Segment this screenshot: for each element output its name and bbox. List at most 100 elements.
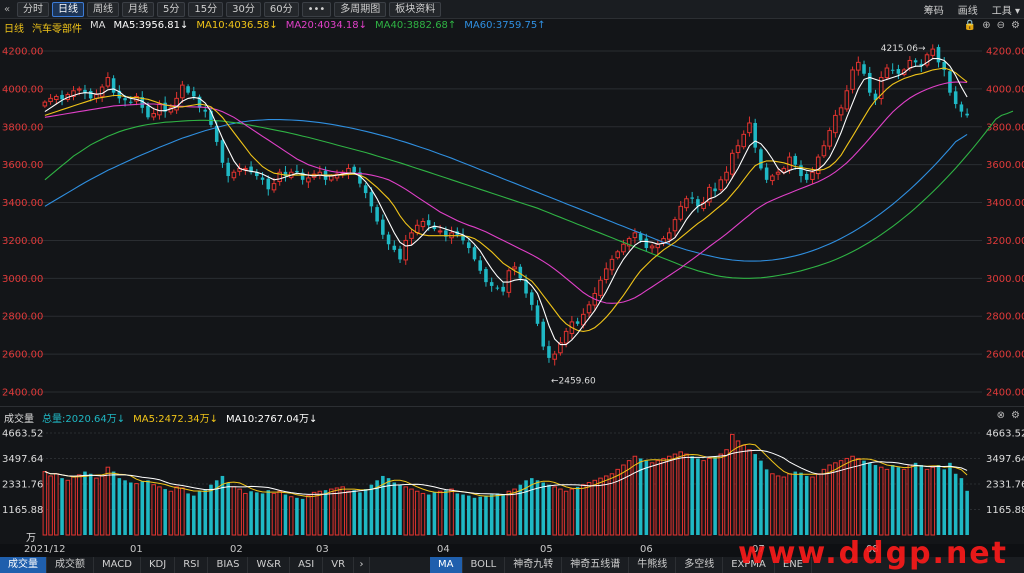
price-tick-left: 2400.00 <box>2 388 43 399</box>
period-monthly-button[interactable]: 月线 <box>122 1 154 17</box>
chevron-right-icon[interactable]: › <box>354 557 371 573</box>
zoom-in-icon[interactable]: ⊕ <box>982 20 991 31</box>
candle-body-down <box>197 96 202 108</box>
price-tick-right: 2600.00 <box>986 350 1024 361</box>
settings-icon[interactable]: ⚙ <box>1011 410 1020 421</box>
volume-bar-down <box>363 489 368 535</box>
volume-bar-up <box>288 496 294 536</box>
period-daily-button[interactable]: 日线 <box>52 1 84 17</box>
volume-chart[interactable]: 4663.52 4663.52 3497.64 3497.64 2331.76 2331.… <box>0 407 1024 545</box>
volume-bar-down <box>690 456 694 535</box>
period-60min-button[interactable]: 60分 <box>263 1 299 17</box>
candle-body-down <box>764 167 769 180</box>
volume-bar-up <box>850 455 855 536</box>
candle-body-up <box>924 54 930 66</box>
volume-bar-up <box>76 474 82 536</box>
volume-bar-down <box>764 469 769 535</box>
lock-icon[interactable]: 🔒 <box>963 20 977 31</box>
candle-body-down <box>83 89 87 93</box>
draw-line-button[interactable]: 画线 <box>957 6 978 17</box>
candle-body-up <box>563 330 569 344</box>
volume-bar-down <box>426 494 431 535</box>
volume-bar-up <box>924 468 930 536</box>
candle-body-up <box>781 167 787 173</box>
tab-magic-nine[interactable]: 神奇九转 <box>505 557 563 573</box>
settings-icon[interactable]: ⚙ <box>1011 20 1020 31</box>
volume-bar-up <box>810 476 815 536</box>
volume-bar-down <box>478 496 482 535</box>
tab-long-short[interactable]: 多空线 <box>676 557 724 573</box>
tab-wr[interactable]: W&R <box>248 557 291 573</box>
period-label: 日线 <box>4 24 24 35</box>
candle-body-down <box>249 166 253 173</box>
volume-bar-down <box>547 484 551 535</box>
zoom-out-icon[interactable]: ⊖ <box>996 20 1006 31</box>
volume-bar-down <box>953 473 958 535</box>
period-intraday-button[interactable]: 分时 <box>17 1 49 17</box>
candle-body-up <box>329 175 334 181</box>
candle-body-down <box>226 162 230 177</box>
volume-bar-down <box>392 482 397 535</box>
candle-body-down <box>266 178 271 190</box>
volume-bar-up <box>231 486 237 536</box>
back-icon[interactable]: « <box>3 3 11 15</box>
tab-rsi[interactable]: RSI <box>175 557 209 573</box>
volume-bar-up <box>672 453 678 536</box>
tab-ma[interactable]: MA <box>430 557 463 573</box>
candle-body-up <box>243 167 248 170</box>
volume-bar-up <box>449 488 454 536</box>
tab-ene[interactable]: ENE <box>775 557 812 573</box>
sector-info-button[interactable]: 板块资料 <box>389 1 442 17</box>
tab-boll[interactable]: BOLL <box>463 557 506 573</box>
volume-bar-up <box>71 476 76 536</box>
price-tick-left: 2800.00 <box>2 312 43 323</box>
candle-body-down <box>959 104 964 112</box>
volume-bar-up <box>666 455 672 536</box>
tab-volume[interactable]: 成交量 <box>0 557 47 573</box>
candle-body-down <box>472 247 477 260</box>
tab-asi[interactable]: ASI <box>290 557 324 573</box>
price-tick-left: 3600.00 <box>2 160 43 171</box>
candle-body-down <box>358 172 362 184</box>
tab-macd[interactable]: MACD <box>94 557 141 573</box>
ma-indicator-label[interactable]: MA <box>90 20 106 31</box>
tab-magic-five[interactable]: 神奇五线谱 <box>562 557 630 573</box>
tab-kdj[interactable]: KDJ <box>141 557 176 573</box>
period-15min-button[interactable]: 15分 <box>188 1 224 17</box>
candle-body-down <box>644 238 649 249</box>
candlestick-chart[interactable]: 4200.00 4200.00 4000.00 4000.00 3800.00 3800.… <box>0 19 1024 406</box>
volume-bar-up <box>65 479 71 536</box>
candle-body-up <box>403 239 409 261</box>
candle-body-down <box>484 269 488 283</box>
more-periods-button[interactable]: ••• <box>301 1 332 17</box>
chips-button[interactable]: 筹码 <box>923 6 944 17</box>
tab-amount[interactable]: 成交额 <box>47 557 94 573</box>
volume-bar-up <box>512 488 517 536</box>
period-30min-button[interactable]: 30分 <box>226 1 261 17</box>
volume-bar-up <box>243 492 248 536</box>
volume-bar-down <box>455 493 460 535</box>
volume-bar-down <box>249 491 253 535</box>
volume-bar-up <box>420 492 426 536</box>
tab-bull-bear[interactable]: 牛熊线 <box>629 557 677 573</box>
candle-body-down <box>547 346 551 358</box>
close-icon[interactable]: ⊗ <box>996 410 1006 421</box>
price-chart-panel[interactable]: 日线 汽车零部件 MA MA5:3956.81↓ MA10:4036.58↓ M… <box>0 19 1024 406</box>
period-weekly-button[interactable]: 周线 <box>87 1 119 17</box>
multi-period-button[interactable]: 多周期图 <box>334 1 387 17</box>
tools-menu-button[interactable]: 工具 ▾ <box>991 6 1020 17</box>
volume-bar-down <box>936 465 941 535</box>
volume-bar-up <box>655 460 661 536</box>
volume-panel[interactable]: 成交量 总量:2020.64万↓ MA5:2472.34万↓ MA10:2767… <box>0 406 1024 544</box>
candle-body-up <box>71 90 76 97</box>
price-tick-right: 4000.00 <box>986 84 1024 95</box>
tab-vr[interactable]: VR <box>323 557 355 573</box>
volume-tick-right: 3497.64 <box>986 454 1024 465</box>
period-5min-button[interactable]: 5分 <box>157 1 186 17</box>
tab-expma[interactable]: EXPMA <box>723 557 775 573</box>
tab-bias[interactable]: BIAS <box>208 557 249 573</box>
candle-body-up <box>414 224 420 233</box>
candle-body-up <box>707 186 712 203</box>
candle-body-up <box>821 145 827 157</box>
volume-bar-up <box>884 468 890 536</box>
